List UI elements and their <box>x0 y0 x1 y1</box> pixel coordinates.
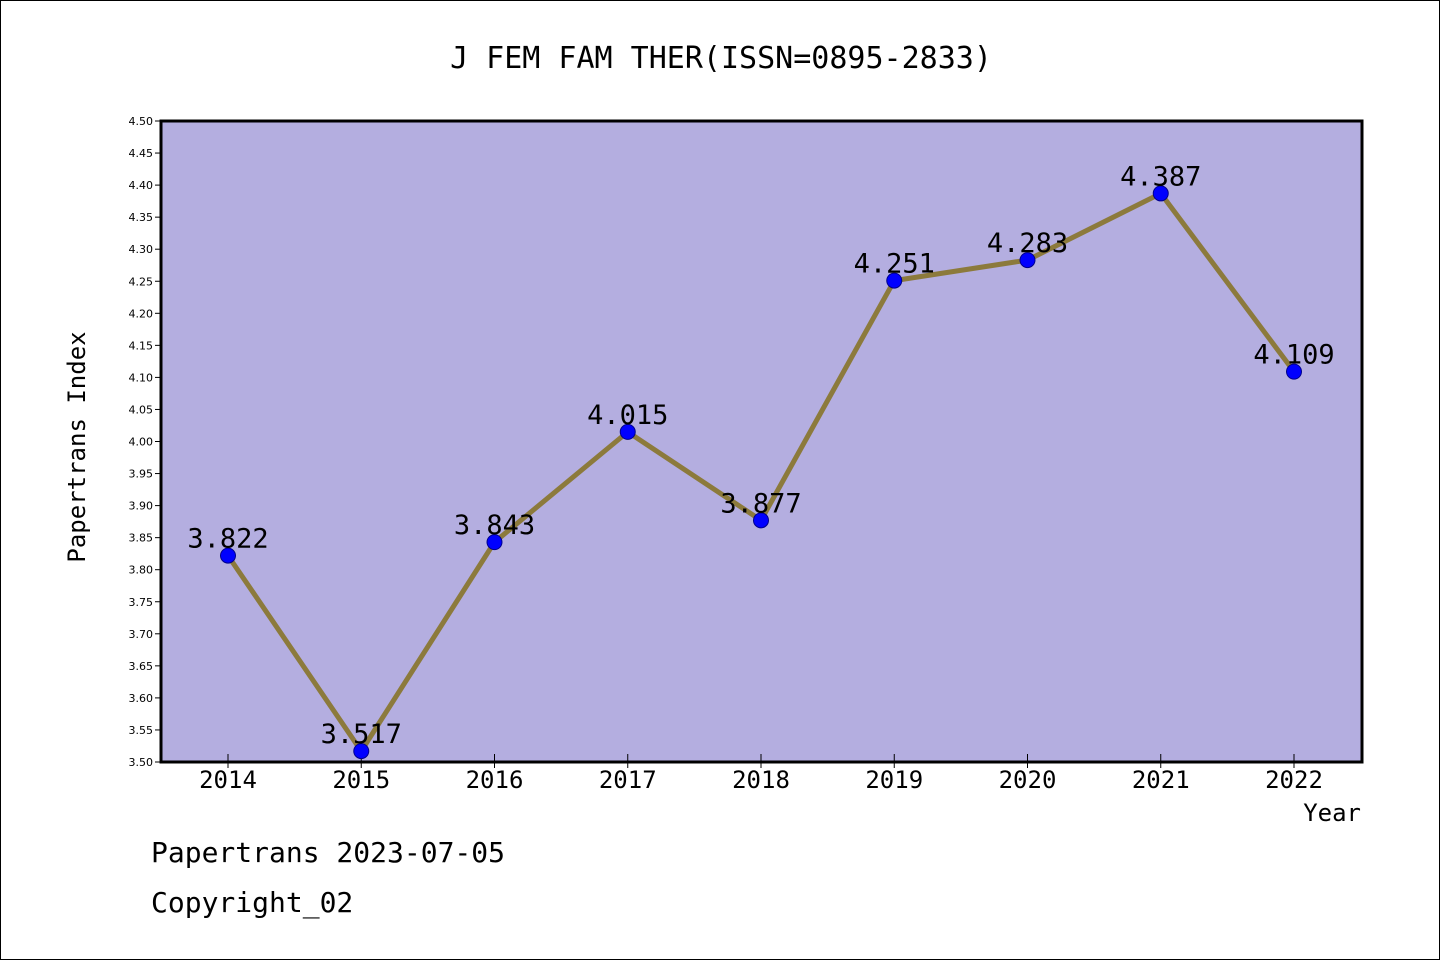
x-axis-label: Year <box>1303 799 1361 827</box>
data-label: 4.387 <box>1120 161 1201 192</box>
y-tick-label: 4.15 <box>129 339 154 352</box>
data-point <box>886 272 903 289</box>
x-tick-label: 2020 <box>999 766 1057 794</box>
x-axis: 2014 2015 2016 2017 2018 2019 2020 2021 2022 <box>199 754 1323 794</box>
data-point <box>619 423 636 440</box>
y-tick-label: 3.50 <box>129 756 154 769</box>
x-tick-label: 2017 <box>599 766 657 794</box>
x-tick-label: 2018 <box>732 766 790 794</box>
data-label: 3.822 <box>187 524 268 555</box>
y-tick-label: 3.75 <box>129 596 154 609</box>
data-label: 4.109 <box>1253 340 1334 371</box>
x-tick-label: 2015 <box>332 766 390 794</box>
data-label: 3.843 <box>454 510 535 541</box>
y-tick-label: 4.20 <box>129 307 154 320</box>
data-label: 4.251 <box>854 249 935 280</box>
data-point <box>486 534 503 551</box>
x-tick-label: 2021 <box>1132 766 1190 794</box>
y-tick-label: 3.90 <box>129 500 154 513</box>
data-label: 4.015 <box>587 400 668 431</box>
data-point <box>1152 185 1169 202</box>
data-point <box>1019 252 1036 269</box>
x-tick-label: 2019 <box>865 766 923 794</box>
x-tick-label: 2016 <box>466 766 524 794</box>
y-tick-label: 3.65 <box>129 660 154 673</box>
data-point <box>753 512 769 529</box>
data-point <box>1286 363 1302 380</box>
y-tick-label: 3.95 <box>129 468 154 481</box>
footer-date: Papertrans 2023-07-05 <box>151 836 506 869</box>
data-point <box>353 743 370 760</box>
data-label: 3.877 <box>720 488 801 519</box>
y-tick-label: 4.45 <box>129 147 154 160</box>
x-tick-label: 2014 <box>199 766 257 794</box>
data-label: 3.517 <box>321 719 402 750</box>
y-tick-label: 4.40 <box>129 179 154 192</box>
data-point <box>220 547 236 564</box>
data-labels: 3.822 3.517 3.843 4.015 3.877 4.251 4.283 4.387… <box>187 161 1334 750</box>
y-tick-label: 4.30 <box>129 243 154 256</box>
y-tick-label: 4.50 <box>129 115 154 128</box>
series-markers <box>220 185 1302 760</box>
y-tick-label: 3.80 <box>129 564 154 577</box>
footer-copyright: Copyright_02 <box>151 886 354 919</box>
y-tick-label: 4.10 <box>129 371 154 384</box>
y-tick-label: 4.05 <box>129 403 154 416</box>
y-axis-label: Papertrans Index <box>63 331 91 562</box>
y-tick-label: 4.35 <box>129 211 154 224</box>
y-tick-label: 3.85 <box>129 532 154 545</box>
x-tick-label: 2022 <box>1265 766 1323 794</box>
data-label: 4.283 <box>987 228 1068 259</box>
y-tick-label: 4.00 <box>129 436 154 449</box>
y-axis: 3.50 3.55 3.60 3.65 3.70 3.75 3.80 3.85 3.90 3.95… <box>129 115 161 769</box>
y-tick-label: 3.70 <box>129 628 154 641</box>
y-tick-label: 4.25 <box>129 275 154 288</box>
y-tick-label: 3.55 <box>129 724 154 737</box>
plot-area <box>159 119 1364 764</box>
y-tick-label: 3.60 <box>129 692 154 705</box>
chart-title: J FEM FAM THER(ISSN=0895-2833) <box>450 41 992 76</box>
